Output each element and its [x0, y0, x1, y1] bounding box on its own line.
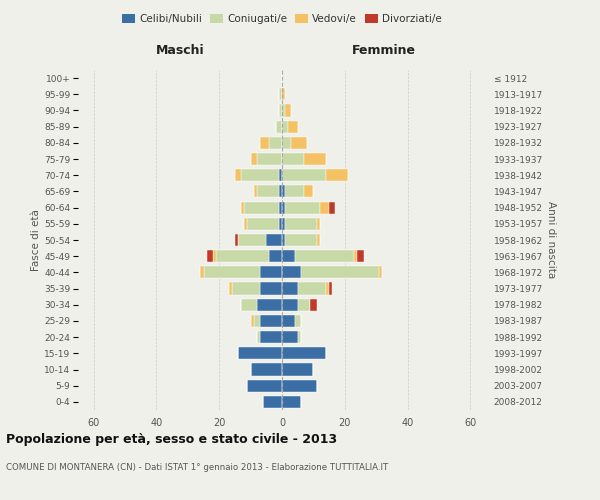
Bar — [260, 331, 282, 343]
Bar — [298, 282, 326, 294]
Bar — [326, 282, 329, 294]
Bar — [282, 298, 298, 311]
Bar — [260, 266, 282, 278]
Bar — [310, 298, 317, 311]
Bar — [254, 315, 260, 327]
Bar — [257, 186, 279, 198]
Bar — [260, 282, 282, 294]
Bar — [232, 282, 260, 294]
Bar — [282, 186, 285, 198]
Bar — [329, 202, 335, 213]
Bar — [282, 120, 288, 132]
Bar — [213, 250, 216, 262]
Bar — [282, 348, 326, 360]
Bar — [285, 186, 304, 198]
Bar — [257, 153, 282, 165]
Bar — [279, 218, 282, 230]
Bar — [295, 315, 301, 327]
Bar — [329, 282, 332, 294]
Bar — [304, 153, 326, 165]
Bar — [263, 396, 282, 408]
Bar — [254, 186, 257, 198]
Bar — [292, 137, 307, 149]
Bar — [288, 120, 298, 132]
Bar — [241, 169, 279, 181]
Legend: Celibi/Nubili, Coniugati/e, Vedovi/e, Divorziati/e: Celibi/Nubili, Coniugati/e, Vedovi/e, Di… — [118, 10, 446, 29]
Bar — [285, 202, 320, 213]
Text: Femmine: Femmine — [352, 44, 416, 58]
Bar — [238, 234, 266, 246]
Bar — [279, 104, 282, 117]
Bar — [326, 169, 348, 181]
Bar — [295, 250, 354, 262]
Bar — [235, 169, 241, 181]
Bar — [282, 234, 285, 246]
Bar — [247, 380, 282, 392]
Bar — [241, 202, 244, 213]
Bar — [358, 250, 364, 262]
Bar — [235, 234, 238, 246]
Bar — [238, 348, 282, 360]
Bar — [282, 137, 292, 149]
Bar — [282, 364, 313, 376]
Y-axis label: Anni di nascita: Anni di nascita — [545, 202, 556, 278]
Bar — [203, 266, 260, 278]
Bar — [317, 218, 320, 230]
Bar — [298, 298, 310, 311]
Bar — [279, 88, 282, 101]
Bar — [285, 234, 317, 246]
Bar — [216, 250, 269, 262]
Bar — [301, 266, 379, 278]
Bar — [282, 218, 285, 230]
Bar — [282, 88, 285, 101]
Bar — [282, 153, 304, 165]
Bar — [285, 104, 292, 117]
Bar — [251, 364, 282, 376]
Bar — [266, 234, 282, 246]
Bar — [247, 218, 279, 230]
Bar — [269, 137, 282, 149]
Bar — [257, 331, 260, 343]
Bar — [317, 234, 320, 246]
Bar — [200, 266, 203, 278]
Bar — [260, 315, 282, 327]
Text: Popolazione per età, sesso e stato civile - 2013: Popolazione per età, sesso e stato civil… — [6, 432, 337, 446]
Bar — [279, 169, 282, 181]
Bar — [282, 282, 298, 294]
Bar — [279, 186, 282, 198]
Bar — [244, 202, 279, 213]
Bar — [282, 202, 285, 213]
Bar — [279, 202, 282, 213]
Bar — [260, 137, 269, 149]
Bar — [276, 120, 282, 132]
Bar — [269, 250, 282, 262]
Text: COMUNE DI MONTANERA (CN) - Dati ISTAT 1° gennaio 2013 - Elaborazione TUTTITALIA.: COMUNE DI MONTANERA (CN) - Dati ISTAT 1°… — [6, 462, 388, 471]
Bar — [320, 202, 329, 213]
Bar — [229, 282, 232, 294]
Bar — [206, 250, 213, 262]
Bar — [244, 218, 247, 230]
Bar — [304, 186, 313, 198]
Bar — [257, 298, 282, 311]
Bar — [241, 298, 257, 311]
Bar — [282, 315, 295, 327]
Bar — [251, 315, 254, 327]
Text: Maschi: Maschi — [155, 44, 205, 58]
Bar — [282, 250, 295, 262]
Bar — [379, 266, 382, 278]
Bar — [285, 218, 317, 230]
Y-axis label: Fasce di età: Fasce di età — [31, 209, 41, 271]
Bar — [298, 331, 301, 343]
Bar — [282, 380, 317, 392]
Bar — [282, 396, 301, 408]
Bar — [251, 153, 257, 165]
Bar — [282, 331, 298, 343]
Bar — [282, 104, 285, 117]
Bar — [354, 250, 358, 262]
Bar — [282, 169, 326, 181]
Bar — [282, 266, 301, 278]
